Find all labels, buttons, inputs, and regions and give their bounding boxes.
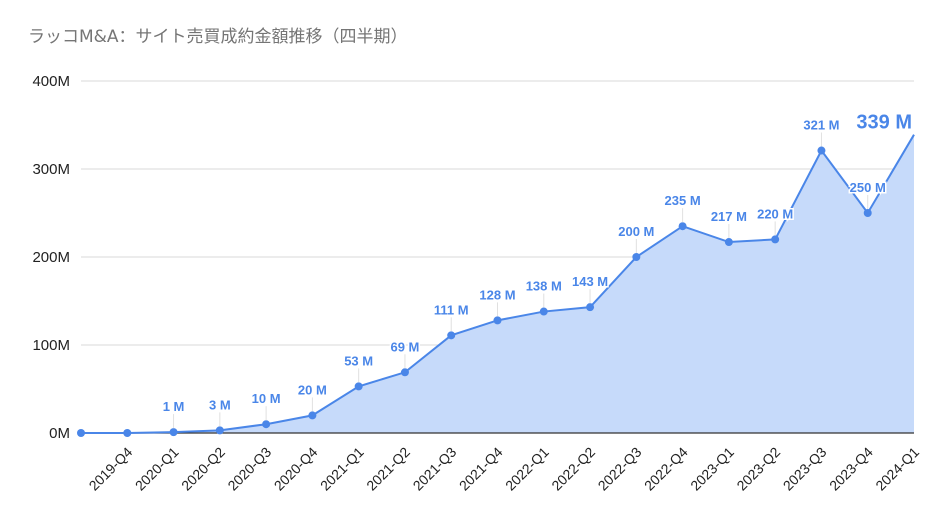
x-tick-label: 2022-Q3 [595, 444, 645, 494]
data-point [308, 411, 317, 420]
data-labels: 1 M 3 M 10 M 20 M 53 M 69 M 111 M 128 M 138 M 143… [161, 110, 914, 429]
x-tick-label: 2019-Q4 [86, 444, 136, 494]
data-point [493, 316, 502, 325]
data-label: 69 M [390, 339, 419, 354]
data-point [77, 429, 85, 437]
y-tick-label: 0M [49, 425, 70, 442]
data-point [123, 429, 132, 437]
data-point [632, 253, 641, 261]
data-label: 3 M [209, 397, 231, 412]
y-tick-label: 400M [32, 73, 70, 90]
data-point [678, 222, 687, 231]
data-point [169, 428, 178, 437]
data-point [771, 235, 780, 244]
data-label: 138 M [526, 279, 562, 294]
y-tick-label: 200M [32, 249, 70, 266]
data-label: 10 M [252, 391, 281, 406]
x-tick-label: 2020-Q1 [132, 444, 182, 494]
data-point [354, 382, 363, 391]
data-label: 250 M [850, 180, 886, 195]
x-tick-label: 2022-Q1 [502, 444, 552, 494]
data-point [724, 238, 733, 247]
x-tick-label: 2020-Q2 [178, 444, 228, 494]
data-label: 111 M [434, 302, 469, 317]
data-point [215, 426, 224, 435]
data-point [539, 307, 548, 316]
y-axis-labels: 0M 100M 200M 300M 400M [32, 73, 70, 442]
data-label: 217 M [711, 209, 747, 224]
x-tick-label: 2023-Q1 [687, 444, 737, 494]
data-label: 321 M [803, 118, 839, 133]
x-tick-label: 2021-Q4 [456, 444, 506, 494]
data-label: 220 M [757, 206, 793, 221]
data-points [77, 146, 872, 437]
y-tick-label: 100M [32, 337, 70, 354]
x-tick-label: 2020-Q3 [224, 444, 274, 494]
data-point [447, 331, 456, 340]
x-tick-label: 2020-Q4 [271, 444, 321, 494]
x-tick-label: 2024-Q1 [872, 444, 922, 494]
x-axis-labels: 2019-Q42020-Q12020-Q22020-Q32020-Q42021-… [86, 444, 923, 494]
x-tick-label: 2021-Q1 [317, 444, 367, 494]
data-point [586, 303, 595, 312]
data-label: 235 M [665, 193, 701, 208]
data-point [400, 368, 409, 377]
data-point [262, 420, 271, 429]
data-point [863, 209, 872, 217]
x-tick-label: 2022-Q4 [641, 444, 691, 494]
y-tick-label: 300M [32, 161, 70, 178]
x-tick-label: 2023-Q3 [780, 444, 830, 494]
data-label: 143 M [572, 274, 608, 289]
x-tick-label: 2023-Q4 [826, 444, 876, 494]
x-tick-label: 2021-Q2 [363, 444, 413, 494]
data-label: 128 M [479, 287, 515, 302]
x-tick-label: 2021-Q3 [410, 444, 460, 494]
chart-title: ラッコM&A：サイト売買成約金額推移（四半期） [28, 27, 408, 47]
data-label: 20 M [298, 382, 327, 397]
data-label: 200 M [618, 224, 654, 239]
area-fill [81, 134, 914, 433]
data-label: 53 M [344, 353, 373, 368]
data-label: 1 M [163, 399, 185, 414]
x-tick-label: 2022-Q2 [548, 444, 598, 494]
data-point [817, 146, 826, 155]
x-tick-label: 2023-Q2 [733, 444, 783, 494]
data-label: 339 M [856, 112, 912, 134]
